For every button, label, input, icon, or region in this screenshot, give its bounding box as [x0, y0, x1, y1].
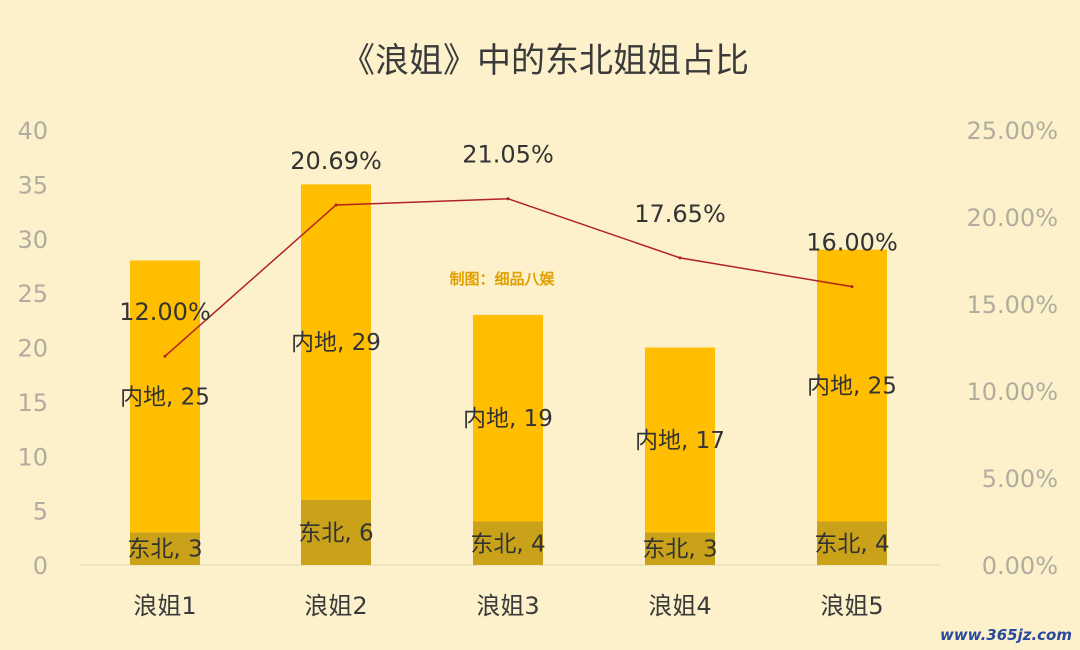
bar-northeast-label: 东北, 3	[642, 537, 717, 563]
bar-northeast	[130, 532, 200, 565]
x-tick-label: 浪姐5	[820, 592, 883, 620]
percent-label: 21.05%	[462, 141, 554, 169]
y2-tick-label: 15.00%	[966, 291, 1058, 319]
bar-inland	[473, 314, 543, 522]
bar-inland-label: 内地, 29	[291, 330, 381, 356]
percent-label: 16.00%	[806, 229, 898, 257]
bar-inland-label: 内地, 25	[807, 374, 897, 400]
y-axis-left: 0 5 10 15 20 25 30 35 40	[17, 117, 48, 580]
y-tick-label: 35	[17, 171, 48, 199]
y-tick-label: 5	[33, 498, 48, 526]
bar-inland-label: 内地, 25	[120, 384, 210, 410]
y2-tick-label: 0.00%	[982, 552, 1058, 580]
bar-northeast	[473, 521, 543, 565]
y-tick-label: 10	[17, 443, 48, 471]
chart-title: 《浪姐》中的东北姐姐占比	[341, 41, 749, 81]
bar-inland	[817, 249, 887, 522]
bar-northeast	[645, 532, 715, 565]
bar-inland	[130, 260, 200, 533]
credit-label: 制图：细品八娱	[449, 270, 555, 288]
x-tick-label: 浪姐1	[133, 592, 196, 620]
x-axis: 浪姐1 浪姐2 浪姐3 浪姐4 浪姐5	[133, 592, 883, 620]
y-tick-label: 15	[17, 389, 48, 417]
bar-northeast	[301, 499, 371, 565]
bar-inland-label: 内地, 19	[463, 406, 553, 432]
percent-point	[506, 197, 510, 201]
x-tick-label: 浪姐2	[304, 592, 367, 620]
bar-inland	[645, 347, 715, 533]
percent-point	[850, 285, 854, 289]
y-axis-right: 0.00% 5.00% 10.00% 15.00% 20.00% 25.00%	[966, 117, 1058, 580]
y-tick-label: 40	[17, 117, 48, 145]
y-tick-label: 25	[17, 280, 48, 308]
y-tick-label: 20	[17, 335, 48, 363]
percent-point	[163, 354, 167, 358]
bar-northeast-label: 东北, 3	[127, 537, 202, 563]
bar-northeast	[817, 521, 887, 565]
y-tick-label: 30	[17, 226, 48, 254]
percent-line: 12.00% 20.69% 21.05% 17.65% 16.00%	[119, 141, 898, 358]
percent-point	[678, 256, 682, 260]
y2-tick-label: 10.00%	[966, 378, 1058, 406]
percent-label: 17.65%	[634, 200, 726, 228]
watermark: www.365jz.com	[940, 626, 1072, 644]
percent-label: 20.69%	[290, 147, 382, 175]
y2-tick-label: 20.00%	[966, 204, 1058, 232]
bar-northeast-label: 东北, 6	[298, 520, 373, 546]
bar-inland-label: 内地, 17	[635, 428, 725, 454]
bar-northeast-label: 东北, 4	[814, 531, 889, 557]
y2-tick-label: 25.00%	[966, 117, 1058, 145]
percent-label: 12.00%	[119, 298, 211, 326]
x-tick-label: 浪姐4	[648, 592, 711, 620]
x-tick-label: 浪姐3	[476, 592, 539, 620]
y-tick-label: 0	[33, 552, 48, 580]
percent-point	[334, 203, 338, 207]
y2-tick-label: 5.00%	[982, 465, 1058, 493]
bars: 内地, 25 东北, 3 内地, 29 东北, 6 内地, 19 东北, 4 内地, 17 东…	[120, 184, 897, 565]
bar-northeast-label: 东北, 4	[470, 531, 545, 557]
bar-inland	[301, 184, 371, 500]
